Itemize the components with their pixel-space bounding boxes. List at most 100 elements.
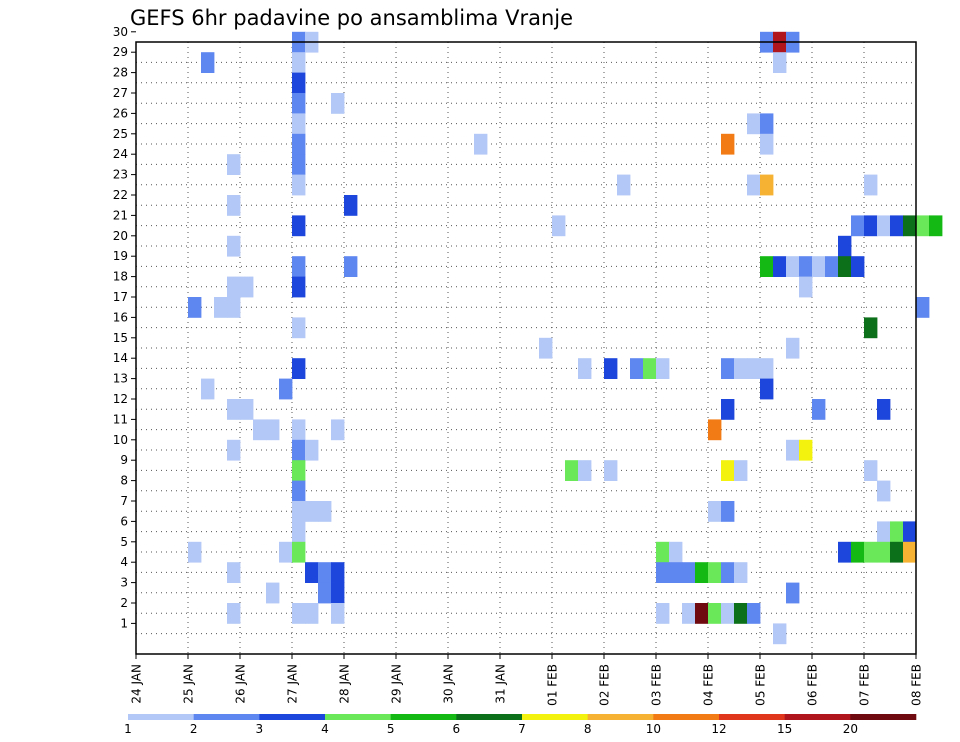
colorbar-swatch [719,714,785,720]
heatmap-cell [474,133,488,155]
heatmap-cell [864,215,878,237]
colorbar-swatch [128,714,194,720]
heatmap-cell [929,215,943,237]
heatmap-cell [292,72,306,94]
heatmap-cell [539,337,553,359]
heatmap-cell [578,358,592,379]
heatmap-cell [903,521,917,543]
heatmap-cell [695,603,709,624]
heatmap-cell [292,419,306,441]
x-tick-label: 01 FEB [546,664,560,706]
colorbar-label: 8 [584,722,592,736]
heatmap-cell [201,378,215,400]
x-tick-label: 02 FEB [598,664,612,706]
heatmap-cell [760,358,774,379]
heatmap-cell [812,399,826,420]
heatmap-cell [292,439,306,461]
heatmap-cell [721,133,735,155]
heatmap-cell [240,399,254,420]
heatmap-cell [877,541,891,563]
heatmap-cell [682,603,696,624]
heatmap-cell [799,439,813,461]
heatmap-cell [266,582,280,604]
y-tick-label: 8 [120,474,128,488]
heatmap-cell [331,603,345,624]
heatmap-cell [812,256,826,277]
x-tick-label: 28 JAN [338,664,352,704]
colorbar-label: 6 [453,722,461,736]
x-tick-label: 04 FEB [702,664,716,706]
colorbar-label: 2 [190,722,198,736]
heatmap-cell [799,256,813,277]
heatmap-cell [188,297,202,318]
heatmap-cell [240,276,254,298]
colorbar-swatch [653,714,720,720]
y-tick-label: 7 [120,494,128,508]
heatmap-cell [292,521,306,543]
heatmap-cell [786,256,800,277]
heatmap-cell [604,358,618,379]
heatmap-cell [292,603,306,624]
heatmap-cell [708,501,722,522]
x-tick-label: 03 FEB [650,664,664,706]
heatmap-cell [305,603,319,624]
y-tick-label: 18 [113,270,128,284]
heatmap-cell [305,439,319,461]
heatmap-cell [773,52,787,73]
heatmap-cell [227,603,241,624]
heatmap-cell [786,582,800,604]
x-axis: 24 JAN 25 JAN 26 JAN 27 JAN 28 JAN 29 JAN 30 J… [130,654,924,706]
heatmap-cell [760,113,774,135]
y-tick-label: 30 [113,25,128,39]
heatmap-cell [292,358,306,379]
y-axis: 1234567891011121314151617181920212223242… [113,25,136,630]
heatmap-cell [331,419,345,441]
heatmap-cell [344,256,358,277]
heatmap-cell [227,297,241,318]
heatmap-cell [721,460,735,481]
colorbar-swatch [456,714,523,720]
heatmap-cell [292,460,306,481]
heatmap-cell [734,460,748,481]
x-tick-label: 27 JAN [286,664,300,704]
heatmap-cell [565,460,579,481]
heatmap-cell [266,419,280,441]
heatmap-cell [864,541,878,563]
heatmap-cell [708,562,722,583]
heatmap-cell [786,439,800,461]
heatmap-cell [292,541,306,563]
y-tick-label: 3 [120,576,128,590]
colorbar-swatch [850,714,917,720]
heatmap-cell [773,256,787,277]
heatmap-cell [786,337,800,359]
heatmap-cell [890,215,904,237]
x-tick-label: 25 JAN [182,664,196,704]
heatmap-cell [201,52,215,73]
colorbar-label: 1 [124,722,132,736]
colorbar-label: 4 [321,722,329,736]
heatmap-cell [747,174,761,196]
colorbar-swatch [587,714,654,720]
heatmap-cells [188,31,943,645]
heatmap-cell [669,562,683,583]
heatmap-cell [344,195,358,216]
heatmap-cell [656,562,670,583]
colorbar-swatch [325,714,391,720]
heatmap-cell [838,235,852,257]
heatmap-cell [747,358,761,379]
y-tick-label: 24 [113,147,128,161]
heatmap-cell [292,174,306,196]
heatmap-cell [292,501,306,522]
heatmap-cell [656,541,670,563]
heatmap-cell [292,113,306,135]
y-tick-label: 5 [120,535,128,549]
heatmap-cell [773,623,787,645]
x-tick-label: 08 FEB [910,664,924,706]
y-tick-label: 12 [113,392,128,406]
y-tick-label: 13 [113,372,128,386]
colorbar-label: 10 [646,722,661,736]
heatmap-cell [227,439,241,461]
y-tick-label: 26 [113,106,128,120]
colorbar-label: 15 [777,722,792,736]
heatmap-cell [227,276,241,298]
